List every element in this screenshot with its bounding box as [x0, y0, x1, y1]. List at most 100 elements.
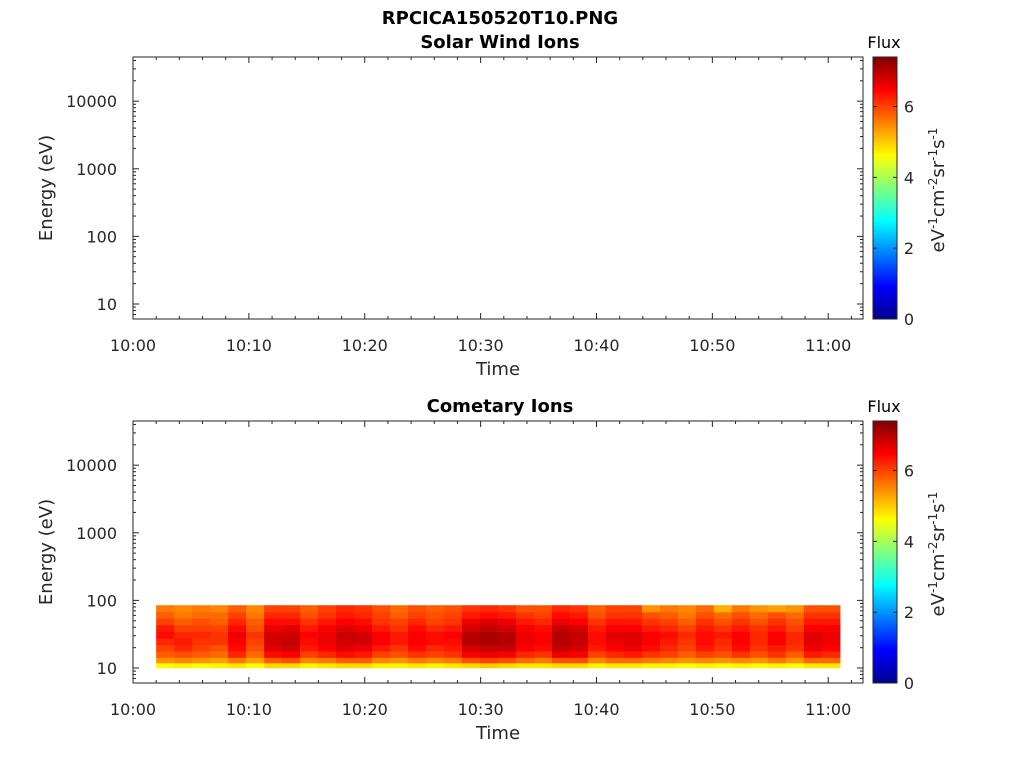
spectrogram-cell: [533, 624, 553, 633]
spectrogram-cell: [318, 644, 337, 652]
spectrogram-cell: [641, 662, 661, 669]
spectrogram-cell: [462, 605, 481, 613]
spectrogram-cell: [156, 624, 175, 633]
spectrogram-cell: [372, 650, 391, 658]
spectrogram-cell: [228, 611, 247, 619]
spectrogram-cell: [228, 650, 247, 658]
spectrogram-cell: [318, 662, 337, 669]
spectrogram-cell: [246, 662, 265, 669]
spectrogram-cell: [156, 611, 175, 619]
spectrogram-cell: [408, 611, 427, 619]
spectrogram-cell: [498, 637, 517, 645]
spectrogram-cell: [336, 644, 355, 652]
spectrogram-cell: [228, 631, 247, 639]
spectrogram-cell: [282, 631, 301, 639]
spectrogram-cell: [569, 657, 589, 664]
spectrogram-cell: [677, 631, 697, 639]
spectrogram-cell: [300, 611, 319, 619]
spectrogram-cell: [444, 637, 463, 645]
axis-ticks: 10:00 10:10 10:20 10:30 10:40 10:50 11:00 10 100…: [66, 57, 863, 355]
spectrogram-cell: [444, 657, 463, 664]
x-axis-label: Time: [475, 359, 520, 380]
spectrogram-cell: [641, 644, 661, 652]
spectrogram-cell: [587, 650, 607, 658]
spectrogram-cell: [318, 650, 337, 658]
spectrogram-cell: [264, 662, 283, 669]
colorbar-units-label: eV-1cm-2sr-1s-1: [926, 492, 949, 617]
spectrogram-cell: [677, 618, 697, 626]
spectrogram-cell: [336, 624, 355, 633]
spectrogram-cell: [623, 611, 643, 619]
spectrogram-cell: [354, 650, 373, 658]
spectrogram-cell: [156, 657, 175, 664]
spectrogram-cell: [695, 611, 715, 619]
spectrogram-cell: [587, 618, 607, 626]
spectrogram-cell: [390, 662, 409, 669]
spectrogram-cell: [174, 631, 193, 639]
colorbar-tick-label: 0: [904, 310, 914, 329]
spectrogram-cell: [192, 637, 211, 645]
spectrogram-cell: [533, 631, 553, 639]
spectrogram-cell: [695, 618, 715, 626]
spectrogram-cell: [605, 631, 625, 639]
spectrogram-cell: [390, 611, 409, 619]
spectrogram-cell: [569, 637, 589, 645]
spectrogram-cell: [462, 644, 481, 652]
colorbar-ticks: 0 2 4 6: [873, 462, 914, 693]
spectrogram-cell: [192, 662, 211, 669]
x-axis-label: Time: [475, 723, 520, 744]
spectrogram-cell: [390, 631, 409, 639]
spectrogram-cell: [192, 611, 211, 619]
colorbar-tick-label: 2: [904, 239, 914, 258]
spectrogram-cell: [623, 631, 643, 639]
spectrogram-cell: [803, 644, 823, 652]
spectrogram-cell: [228, 662, 247, 669]
spectrogram-cell: [444, 618, 463, 626]
spectrogram-cell: [785, 644, 805, 652]
spectrogram-cell: [318, 618, 337, 626]
spectrogram-cell: [210, 618, 229, 626]
spectrogram-cell: [462, 611, 481, 619]
spectrogram-cell: [444, 631, 463, 639]
spectrogram-cell: [372, 618, 391, 626]
spectrogram-cells: [156, 605, 841, 669]
spectrogram-cell: [641, 611, 661, 619]
y-tick-label: 10000: [66, 456, 117, 475]
colorbar-tick-label: 4: [904, 532, 914, 551]
spectrogram-cell: [210, 650, 229, 658]
spectrogram-cell: [533, 657, 553, 664]
spectrogram-cell: [192, 605, 211, 613]
spectrogram-cell: [659, 631, 679, 639]
spectrogram-cell: [498, 605, 517, 613]
x-tick-label: 10:40: [573, 336, 619, 355]
spectrogram-cell: [605, 657, 625, 664]
spectrogram-cell: [749, 631, 769, 639]
spectrogram-cell: [623, 605, 643, 613]
spectrogram-cell: [318, 657, 337, 664]
spectrogram-cell: [695, 605, 715, 613]
spectrogram-cell: [785, 631, 805, 639]
colorbar-gradient: [872, 56, 898, 320]
spectrogram-cell: [533, 637, 553, 645]
unit-base: s: [928, 504, 949, 513]
spectrogram-cell: [749, 650, 769, 658]
spectrogram-cell: [336, 611, 355, 619]
spectrogram-cell: [210, 644, 229, 652]
plot-frame: [132, 56, 864, 320]
x-tick-label: 10:00: [110, 336, 156, 355]
spectrogram-cell: [623, 657, 643, 664]
spectrogram-cell: [246, 644, 265, 652]
spectrogram-cell: [533, 644, 553, 652]
spectrogram-cell: [282, 644, 301, 652]
spectrogram-cell: [659, 657, 679, 664]
axis-ticks: 10:00 10:10 10:20 10:30 10:40 10:50 11:00 10 100…: [66, 421, 863, 719]
spectrogram-cell: [282, 650, 301, 658]
unit-base: s: [928, 140, 949, 149]
x-tick-label: 10:40: [573, 700, 619, 719]
spectrogram-cell: [821, 631, 841, 639]
spectrogram-cell: [318, 637, 337, 645]
spectrogram-cell: [695, 650, 715, 658]
unit-base: eV: [928, 228, 949, 252]
spectrogram-cell: [677, 624, 697, 633]
spectrogram-cell: [803, 611, 823, 619]
